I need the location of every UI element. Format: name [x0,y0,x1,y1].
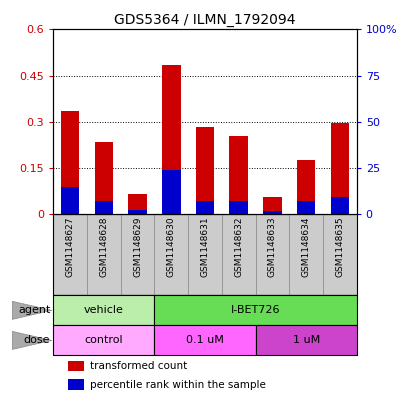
Bar [255,325,356,355]
Text: percentile rank within the sample: percentile rank within the sample [90,380,265,390]
Bar [61,187,79,215]
Text: GSM1148628: GSM1148628 [99,217,108,277]
Bar [94,142,113,215]
Bar [195,200,214,215]
Text: agent: agent [18,305,50,315]
Text: GSM1148629: GSM1148629 [133,217,142,277]
Bar [53,295,154,325]
Bar [229,136,247,215]
Polygon shape [12,301,52,320]
Bar [68,380,83,390]
Bar [263,211,281,215]
Text: GSM1148635: GSM1148635 [335,217,344,277]
Bar [154,325,255,355]
Bar [330,197,348,215]
Title: GDS5364 / ILMN_1792094: GDS5364 / ILMN_1792094 [114,13,295,27]
Text: I-BET726: I-BET726 [230,305,280,315]
Bar [263,197,281,215]
Text: control: control [84,335,123,345]
Bar [162,170,180,215]
Bar [296,200,315,215]
Bar [154,295,356,325]
Text: vehicle: vehicle [84,305,124,315]
Bar [68,361,83,371]
Text: GSM1148627: GSM1148627 [65,217,74,277]
Bar [94,200,113,215]
Bar [229,200,247,215]
Text: GSM1148634: GSM1148634 [301,217,310,277]
Bar [53,325,154,355]
Text: GSM1148632: GSM1148632 [234,217,243,277]
Polygon shape [12,331,52,349]
Text: GSM1148631: GSM1148631 [200,217,209,277]
Text: dose: dose [24,335,50,345]
Bar [330,123,348,215]
Text: GSM1148630: GSM1148630 [166,217,175,277]
Bar [296,160,315,215]
Text: 0.1 uM: 0.1 uM [186,335,223,345]
Text: 1 uM: 1 uM [292,335,319,345]
Text: transformed count: transformed count [90,361,187,371]
Bar [61,111,79,215]
Bar [128,195,146,215]
Bar [162,65,180,215]
Bar [195,127,214,215]
Bar [128,210,146,215]
Text: GSM1148633: GSM1148633 [267,217,276,277]
Bar [53,215,356,295]
